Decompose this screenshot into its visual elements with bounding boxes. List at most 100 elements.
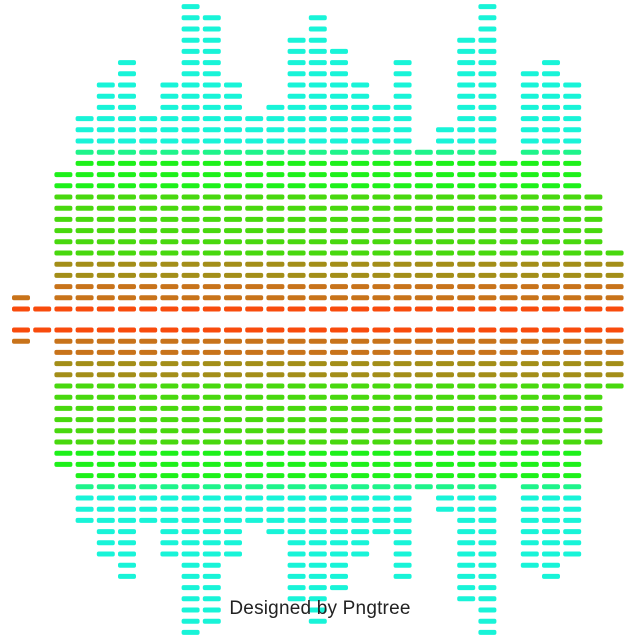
equalizer-bar-segment-bottom [118,484,136,490]
equalizer-bar-segment-top [75,183,94,189]
equalizer-bar-segment-top [436,205,454,211]
equalizer-bar-segment-bottom [287,473,306,479]
equalizer-bar-segment-bottom [181,383,200,389]
equalizer-bar-segment-bottom [436,495,454,501]
equalizer-bar-segment-top [287,205,306,211]
equalizer-bar-segment-top [287,60,306,66]
equalizer-bar-segment-top [414,216,433,222]
equalizer-bar-segment-bottom [287,405,306,411]
equalizer-bar-segment-top [584,295,603,301]
equalizer-bar-segment-bottom [393,450,412,456]
equalizer-bar-segment-bottom [139,473,158,479]
equalizer-bar-segment-top [96,172,115,178]
equalizer-bar-segment-top [245,272,264,278]
equalizer-bar-segment-top [414,183,433,189]
equalizer-bar-segment-bottom [139,417,158,423]
equalizer-bar-segment-bottom [308,473,327,479]
equalizer-bar-segment-top [351,116,370,122]
equalizer-bar-segment-bottom [478,428,497,434]
equalizer-bar-segment-top [457,172,476,178]
equalizer-bar-segment-top [520,295,539,301]
equalizer-bar-segment-top [181,295,200,301]
equalizer-bar-segment-bottom [393,383,412,389]
equalizer-bar-segment-top [605,306,624,312]
equalizer-bar-segment-top [457,261,476,267]
equalizer-bar-segment-top [542,272,560,278]
equalizer-bar-segment-bottom [330,361,348,367]
equalizer-bar-segment-bottom [202,562,221,568]
equalizer-bar-segment-top [542,71,560,77]
equalizer-bar-segment-top [499,306,518,312]
equalizer-bar-segment-bottom [372,450,391,456]
equalizer-bar-segment-bottom [563,372,582,378]
equalizer-bar-segment-bottom [181,349,200,355]
equalizer-bar-segment-bottom [75,439,94,445]
equalizer-bar-segment-bottom [160,405,179,411]
equalizer-bar-segment-top [287,48,306,54]
equalizer-bar-segment-top [224,183,242,189]
equalizer-bar-segment-top [266,239,285,245]
equalizer-bar-segment-top [181,15,200,21]
equalizer-bar-segment-top [330,272,348,278]
equalizer-bar-segment-top [563,228,582,234]
equalizer-bar-segment-bottom [372,517,391,523]
equalizer-bar-segment-top [330,48,348,54]
equalizer-bar-segment-bottom [457,439,476,445]
equalizer-bar-segment-bottom [393,562,412,568]
equalizer-bar-segment-bottom [542,383,560,389]
equalizer-bar-segment-bottom [287,394,306,400]
equalizer-bar-segment-top [266,172,285,178]
equalizer-bar-segment-top [478,4,497,10]
equalizer-bar-segment-top [584,272,603,278]
equalizer-bar-segment-bottom [266,361,285,367]
equalizer-bar-segment-top [308,284,327,290]
equalizer-bar-segment-bottom [542,473,560,479]
equalizer-bar-segment-top [118,172,136,178]
equalizer-bar-segment-top [224,93,242,99]
equalizer-bar-segment-bottom [436,327,454,333]
equalizer-bar-segment-top [181,93,200,99]
equalizer-bar-segment-bottom [54,394,73,400]
equalizer-bar-segment-top [224,261,242,267]
equalizer-bar-segment-bottom [542,349,560,355]
equalizer-bar-segment-bottom [245,484,264,490]
equalizer-bar-segment-top [372,228,391,234]
equalizer-bar-segment-bottom [351,529,370,535]
equalizer-bar-segment-bottom [139,450,158,456]
equalizer-bar-segment-top [181,194,200,200]
equalizer-bar-segment-top [457,194,476,200]
equalizer-bar-segment-bottom [542,439,560,445]
equalizer-bar-segment-bottom [605,383,624,389]
equalizer-bar-segment-bottom [54,461,73,467]
equalizer-bar-segment-bottom [139,439,158,445]
equalizer-bar-segment-top [308,194,327,200]
equalizer-bar-segment-top [584,284,603,290]
equalizer-bar-segment-bottom [414,338,433,344]
equalizer-bar-segment-top [202,116,221,122]
equalizer-bar-segment-bottom [330,484,348,490]
equalizer-bar-segment-top [457,48,476,54]
equalizer-bar-segment-bottom [457,585,476,591]
equalizer-bar-segment-top [202,306,221,312]
equalizer-bar-segment-bottom [351,473,370,479]
equalizer-bar-segment-top [266,205,285,211]
equalizer-bar-segment-top [351,239,370,245]
equalizer-bar-segment-top [202,71,221,77]
equalizer-bar-segment-top [499,250,518,256]
equalizer-bar-segment-bottom [224,417,242,423]
equalizer-bar-segment-top [351,216,370,222]
equalizer-bar-segment-bottom [287,517,306,523]
equalizer-bar-segment-top [160,127,179,133]
equalizer-bar-segment-bottom [478,327,497,333]
equalizer-bar-segment-bottom [393,394,412,400]
equalizer-bar-segment-bottom [118,506,136,512]
equalizer-bar-segment-bottom [287,506,306,512]
equalizer-bar-segment-bottom [118,383,136,389]
equalizer-bar-segment-top [54,306,73,312]
equalizer-bar-segment-bottom [584,349,603,355]
equalizer-bar-segment-bottom [499,338,518,344]
equalizer-bar-segment-bottom [478,629,497,635]
equalizer-bar-segment-top [160,138,179,144]
equalizer-bar-segment-top [372,160,391,166]
equalizer-bar-segment-top [520,306,539,312]
